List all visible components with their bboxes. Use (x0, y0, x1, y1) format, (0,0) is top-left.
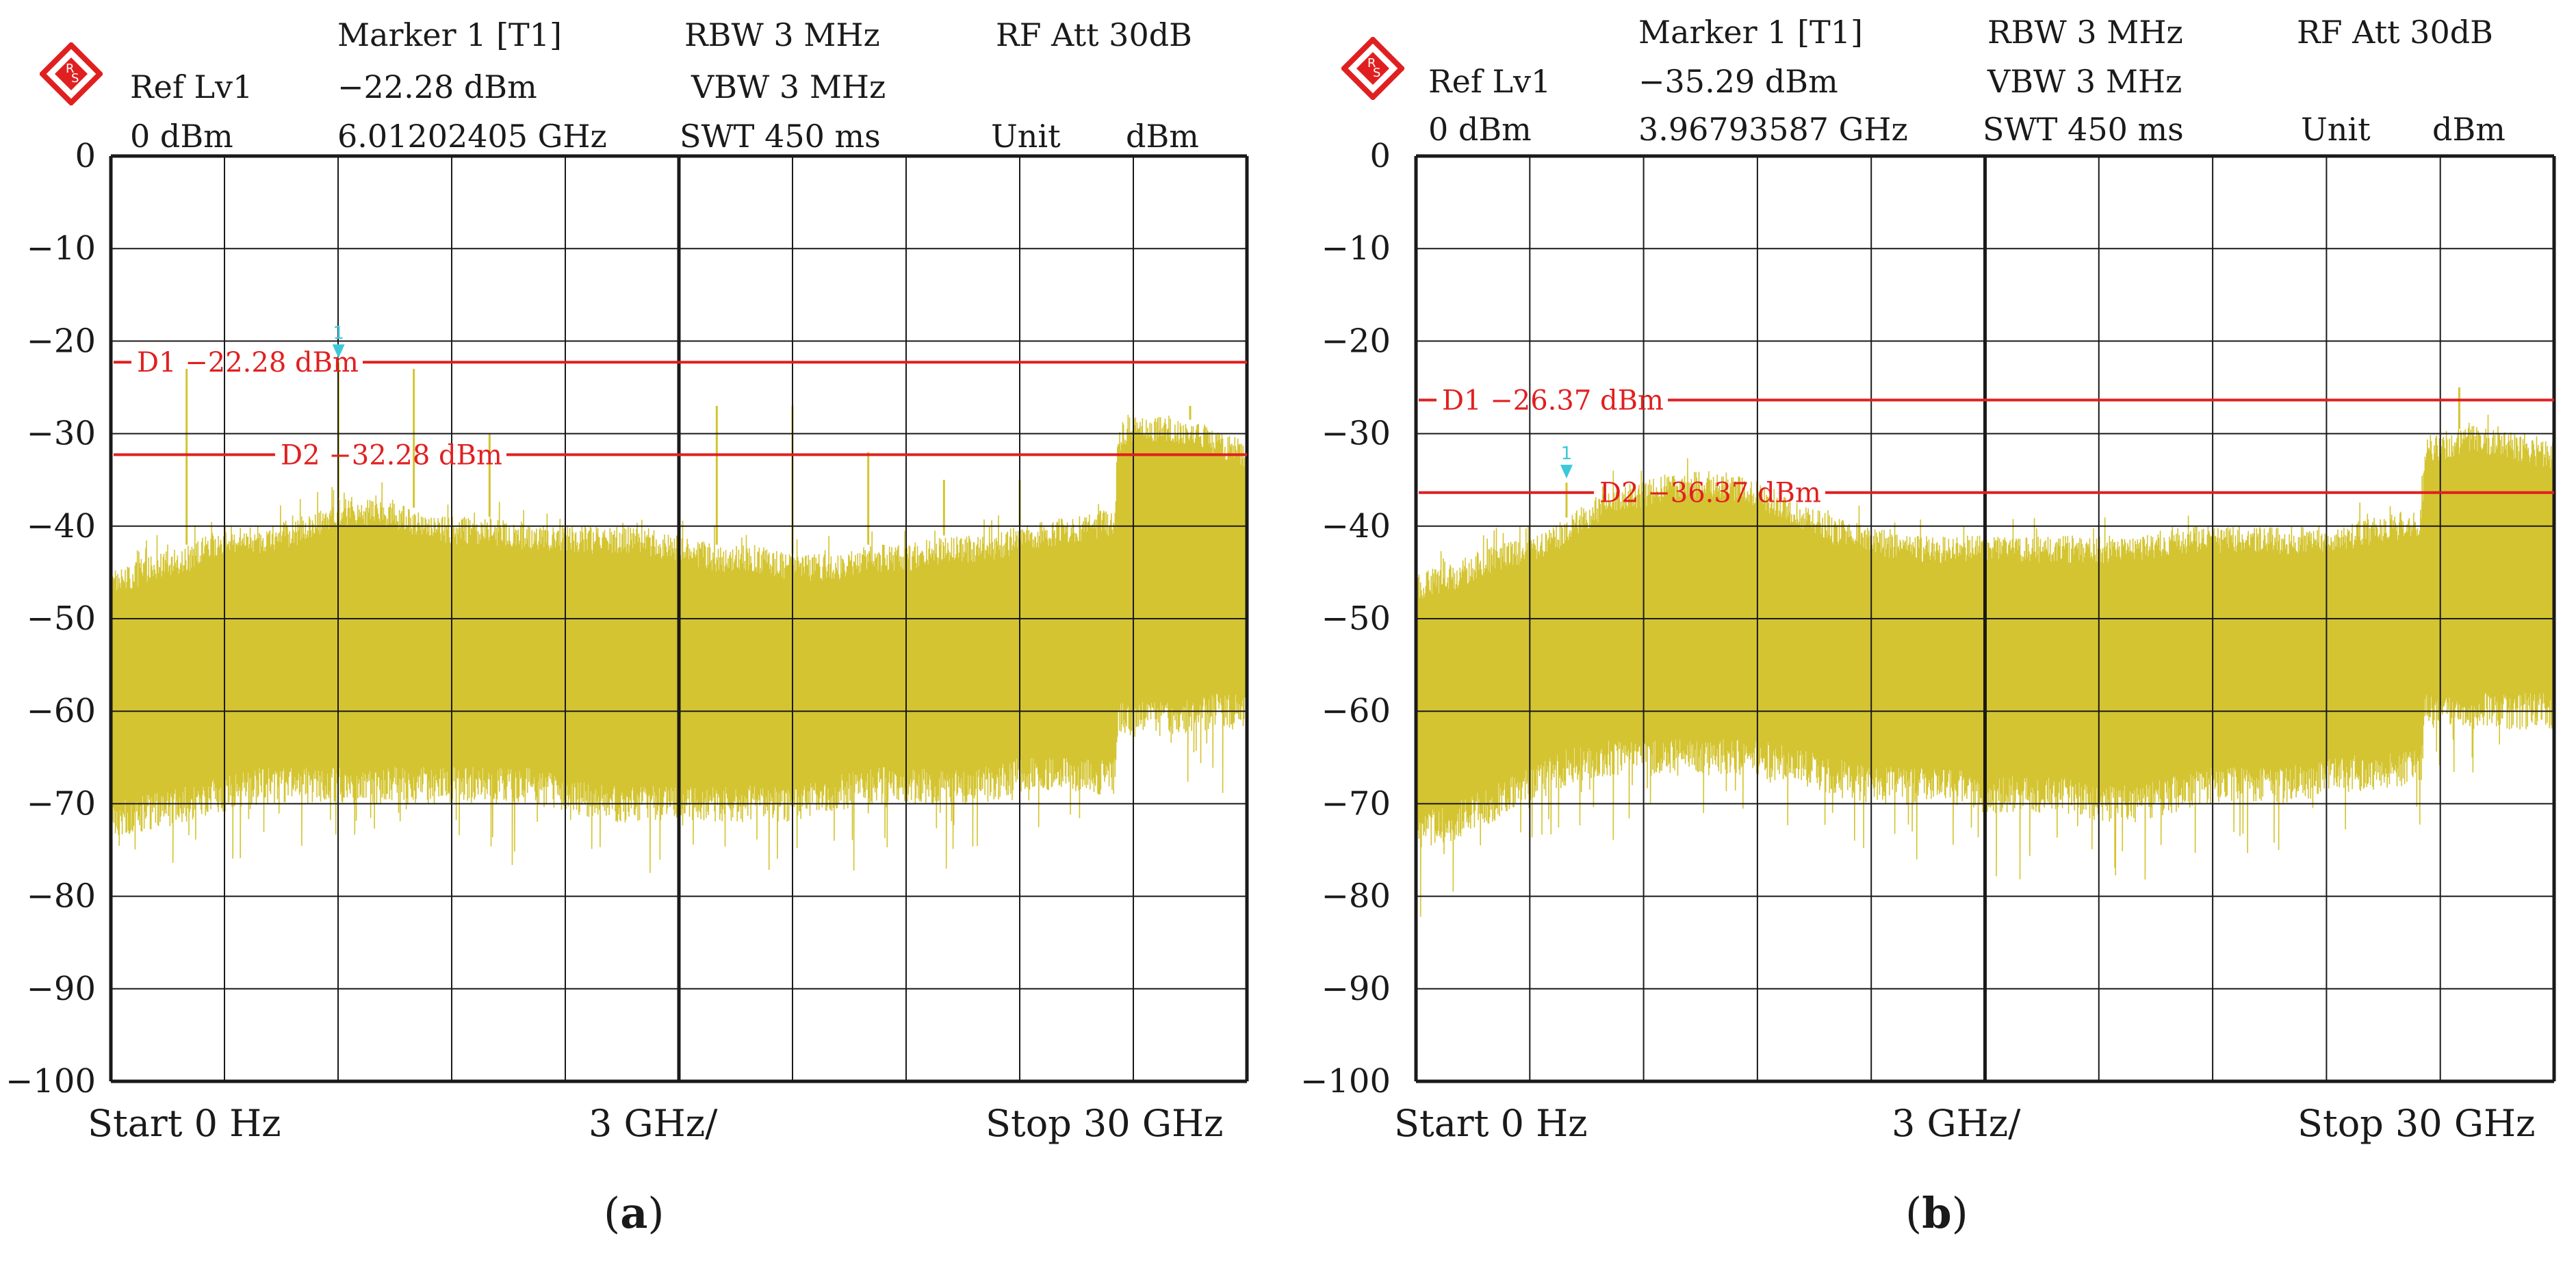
marker-title: Marker 1 [T1] (337, 16, 562, 53)
frequency-division: 3 GHz/ (589, 1102, 718, 1145)
start-frequency: Start 0 Hz (88, 1102, 281, 1145)
marker-title: Marker 1 [T1] (1638, 14, 1863, 51)
y-tick-label: −60 (27, 692, 96, 730)
caption-b-letter: b (1922, 1188, 1952, 1238)
y-tick-label: −80 (1322, 877, 1391, 916)
rbw-label: RBW 3 MHz (684, 16, 880, 53)
y-tick-label: −20 (1322, 322, 1391, 360)
vbw-label: VBW 3 MHz (1987, 63, 2182, 100)
rf-att-label: RF Att 30dB (2297, 14, 2493, 51)
logo-diamond-icon: R S (38, 41, 104, 107)
ref-level-value: 0 dBm (1428, 111, 1532, 148)
ref-level-value: 0 dBm (130, 118, 233, 155)
panel-b: R S Marker 1 [T1] RBW 3 MHz RF Att 30dB … (1288, 0, 2576, 1262)
vbw-label: VBW 3 MHz (691, 68, 886, 105)
limit-line-label: D1 −26.37 dBm (1442, 385, 1664, 417)
y-tick-label: 0 (75, 137, 96, 175)
limit-line-label: D2 −32.28 dBm (281, 439, 502, 471)
spectrum-plot-b: 0 −10 −20 −30 −40 −50 −60 −70 −80 −90 −100 D1 −26.3… (1300, 137, 2556, 1145)
y-tick-label: −30 (27, 415, 96, 453)
marker-value: −35.29 dBm (1638, 63, 1838, 100)
ref-level-label: Ref Lv1 (130, 68, 253, 105)
marker-triangle-icon (332, 344, 345, 359)
marker-triangle-icon (1560, 465, 1573, 479)
unit-label: Unit (991, 118, 1061, 155)
y-tick-label: −40 (1322, 507, 1391, 545)
frequency-division: 3 GHz/ (1892, 1102, 2021, 1145)
y-tick-label: −60 (1322, 692, 1391, 730)
y-tick-label: −10 (1322, 229, 1391, 268)
y-tick-label: −80 (27, 877, 96, 916)
y-tick-label: −100 (1300, 1062, 1391, 1100)
y-tick-label: −70 (1322, 784, 1391, 823)
svg-text:R: R (66, 62, 75, 76)
svg-text:S: S (1373, 66, 1380, 80)
unit-value: dBm (2432, 111, 2506, 148)
y-tick-label: −30 (1322, 415, 1391, 453)
rf-att-label: RF Att 30dB (996, 16, 1192, 53)
unit-value: dBm (1126, 118, 1199, 155)
y-tick-label: −90 (1322, 970, 1391, 1008)
y-tick-label: −100 (5, 1062, 96, 1100)
caption-a-letter: a (620, 1188, 648, 1238)
spectrum-plot-a: 0 −10 −20 −30 −40 −50 −60 −70 −80 −90 −100 D1 −22.2… (5, 137, 1249, 1145)
y-tick-label: 0 (1369, 137, 1391, 175)
svg-text:S: S (71, 71, 79, 86)
stop-frequency: Stop 30 GHz (986, 1102, 1224, 1145)
panel-a: R S Marker 1 [T1] RBW 3 MHz RF Att 30dB … (5, 16, 1249, 1238)
marker-frequency: 6.01202405 GHz (337, 118, 607, 155)
limit-line-label: D1 −22.28 dBm (137, 347, 359, 378)
rohde-schwarz-logo-icon: R S (1340, 36, 1406, 101)
marker-number: 1 (333, 323, 344, 344)
swt-label: SWT 450 ms (680, 118, 881, 155)
y-tick-label: −10 (27, 229, 96, 268)
marker-frequency: 3.96793587 GHz (1638, 111, 1908, 148)
caption-a: (a) (604, 1188, 665, 1238)
y-tick-label: −50 (1322, 600, 1391, 638)
rohde-schwarz-logo-icon: R S (38, 41, 104, 107)
caption-b: (b) (1905, 1188, 1968, 1238)
unit-label: Unit (2301, 111, 2371, 148)
y-tick-label: −20 (27, 322, 96, 360)
ref-level-label: Ref Lv1 (1428, 63, 1551, 100)
stop-frequency: Stop 30 GHz (2297, 1102, 2536, 1145)
y-tick-label: −70 (27, 784, 96, 823)
svg-text:R: R (1367, 56, 1376, 70)
rbw-label: RBW 3 MHz (1987, 14, 2183, 51)
swt-label: SWT 450 ms (1983, 111, 2184, 148)
logo-diamond-icon: R S (1340, 36, 1406, 101)
limit-line-label: D2 −36.37 dBm (1599, 478, 1821, 509)
y-tick-label: −40 (27, 507, 96, 545)
start-frequency: Start 0 Hz (1394, 1102, 1588, 1145)
y-tick-label: −90 (27, 970, 96, 1008)
y-tick-label: −50 (27, 600, 96, 638)
marker-number: 1 (1561, 443, 1573, 464)
marker-value: −22.28 dBm (337, 68, 537, 105)
